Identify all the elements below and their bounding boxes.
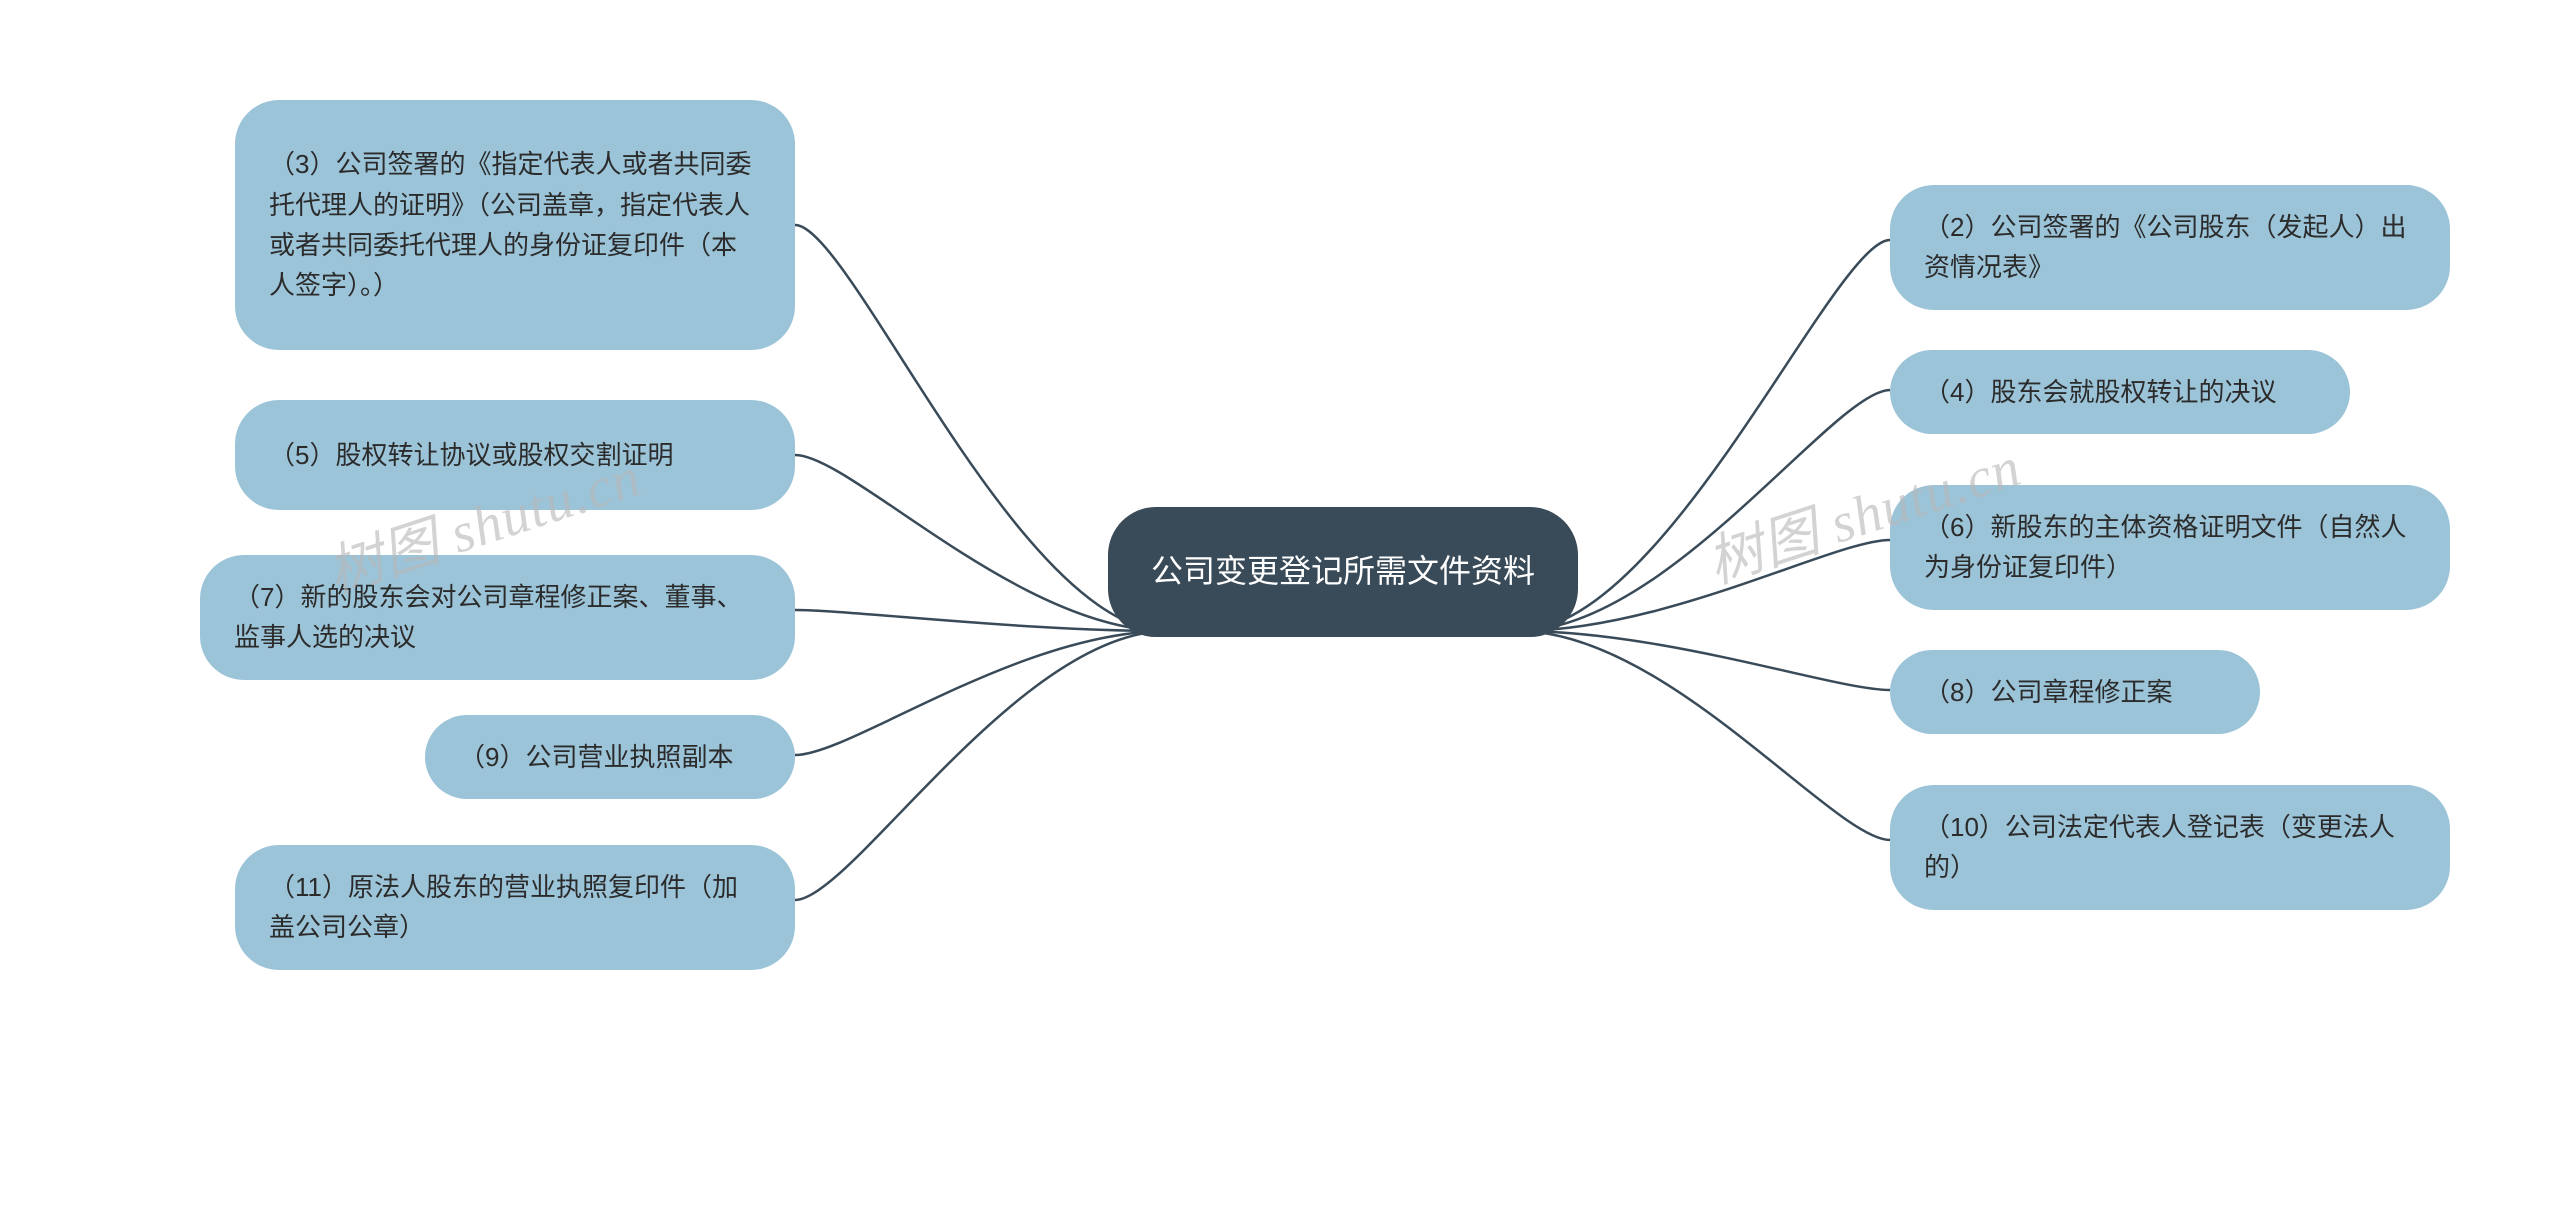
left-node-n11: （11）原法人股东的营业执照复印件（加盖公司公章） <box>235 845 795 970</box>
leaf-label: （7）新的股东会对公司章程修正案、董事、监事人选的决议 <box>234 577 761 658</box>
edge-n9 <box>795 631 1168 755</box>
right-node-n2: （2）公司签署的《公司股东（发起人）出资情况表》 <box>1890 185 2450 310</box>
edge-n7 <box>795 610 1168 631</box>
leaf-label: （2）公司签署的《公司股东（发起人）出资情况表》 <box>1924 207 2416 288</box>
right-node-n6: （6）新股东的主体资格证明文件（自然人为身份证复印件） <box>1890 485 2450 610</box>
center-node: 公司变更登记所需文件资料 <box>1108 507 1578 637</box>
leaf-label: （8）公司章程修正案 <box>1924 672 2172 712</box>
left-node-n5: （5）股权转让协议或股权交割证明 <box>235 400 795 510</box>
leaf-label: （11）原法人股东的营业执照复印件（加盖公司公章） <box>269 867 761 948</box>
edge-n11 <box>795 631 1168 900</box>
left-node-n7: （7）新的股东会对公司章程修正案、董事、监事人选的决议 <box>200 555 795 680</box>
left-node-n9: （9）公司营业执照副本 <box>425 715 795 799</box>
leaf-label: （3）公司签署的《指定代表人或者共同委托代理人的证明》（公司盖章，指定代表人或者… <box>269 144 761 305</box>
left-node-n3: （3）公司签署的《指定代表人或者共同委托代理人的证明》（公司盖章，指定代表人或者… <box>235 100 795 350</box>
leaf-label: （5）股权转让协议或股权交割证明 <box>269 435 673 475</box>
right-node-n10: （10）公司法定代表人登记表（变更法人的） <box>1890 785 2450 910</box>
right-node-n8: （8）公司章程修正案 <box>1890 650 2260 734</box>
mindmap-canvas: 公司变更登记所需文件资料 （3）公司签署的《指定代表人或者共同委托代理人的证明》（… <box>0 0 2560 1213</box>
leaf-label: （4）股东会就股权转让的决议 <box>1924 372 2276 412</box>
right-node-n4: （4）股东会就股权转让的决议 <box>1890 350 2350 434</box>
leaf-label: （9）公司营业执照副本 <box>459 737 733 777</box>
leaf-label: （10）公司法定代表人登记表（变更法人的） <box>1924 807 2416 888</box>
leaf-label: （6）新股东的主体资格证明文件（自然人为身份证复印件） <box>1924 507 2416 588</box>
edge-n8 <box>1518 631 1890 690</box>
edge-n10 <box>1518 631 1890 840</box>
center-label: 公司变更登记所需文件资料 <box>1151 547 1535 597</box>
